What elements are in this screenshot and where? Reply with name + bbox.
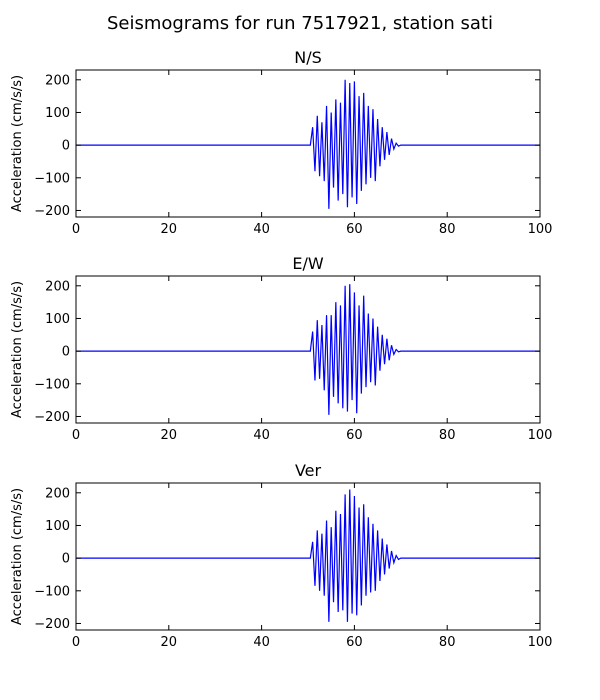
x-tick-label: 100: [528, 428, 553, 443]
y-tick-label: 200: [45, 279, 70, 294]
y-axis-label: Acceleration (cm/s/s): [10, 75, 25, 212]
x-tick-label: 0: [72, 222, 80, 237]
x-tick-label: 20: [161, 635, 178, 650]
x-tick-label: 60: [346, 428, 363, 443]
y-tick-label: 0: [62, 552, 70, 567]
x-tick-label: 80: [439, 428, 456, 443]
figure-title: Seismograms for run 7517921, station sat…: [107, 13, 493, 34]
x-tick-label: 100: [528, 222, 553, 237]
panel-title: N/S: [294, 48, 322, 67]
x-tick-label: 60: [346, 222, 363, 237]
panel-title: Ver: [295, 461, 322, 480]
panels: N/S Acceleration (cm/s/s) 0 20 40 60 80 100 −200…: [10, 48, 552, 650]
y-axis-label: Acceleration (cm/s/s): [10, 281, 25, 418]
panel-title: E/W: [292, 254, 324, 273]
axes-frame: [75, 69, 541, 218]
y-tick-label: 0: [62, 345, 70, 360]
panel-1: E/W Acceleration (cm/s/s) 0 20 40 60 80 100 −200…: [10, 254, 552, 443]
y-tick-label: 200: [45, 486, 70, 501]
x-tick-label: 100: [528, 635, 553, 650]
y-tick-label: −200: [34, 204, 70, 219]
seismogram-trace: [76, 284, 540, 415]
x-tick-label: 40: [253, 428, 270, 443]
y-tick-label: 200: [45, 73, 70, 88]
x-tick-label: 20: [161, 222, 178, 237]
y-tick-label: −200: [34, 410, 70, 425]
x-tick-label: 0: [72, 428, 80, 443]
panel-2: Ver Acceleration (cm/s/s) 0 20 40 60 80 100 −200…: [10, 461, 552, 650]
y-tick-label: −100: [34, 584, 70, 599]
seismogram-trace: [76, 489, 540, 622]
y-axis-label: Acceleration (cm/s/s): [10, 488, 25, 625]
panel-0: N/S Acceleration (cm/s/s) 0 20 40 60 80 100 −200…: [10, 48, 552, 237]
y-tick-label: −100: [34, 171, 70, 186]
x-tick-label: 80: [439, 635, 456, 650]
x-tick-label: 0: [72, 635, 80, 650]
axes-frame: [75, 275, 541, 424]
y-tick-label: 0: [62, 139, 70, 154]
y-tick-label: −100: [34, 377, 70, 392]
y-tick-label: 100: [45, 106, 70, 121]
x-tick-label: 40: [253, 635, 270, 650]
y-tick-label: −200: [34, 617, 70, 632]
seismogram-trace: [76, 79, 540, 209]
x-tick-label: 20: [161, 428, 178, 443]
x-tick-label: 60: [346, 635, 363, 650]
axes-frame: [75, 482, 541, 631]
x-tick-label: 80: [439, 222, 456, 237]
x-tick-label: 40: [253, 222, 270, 237]
y-tick-label: 100: [45, 312, 70, 327]
y-tick-label: 100: [45, 519, 70, 534]
